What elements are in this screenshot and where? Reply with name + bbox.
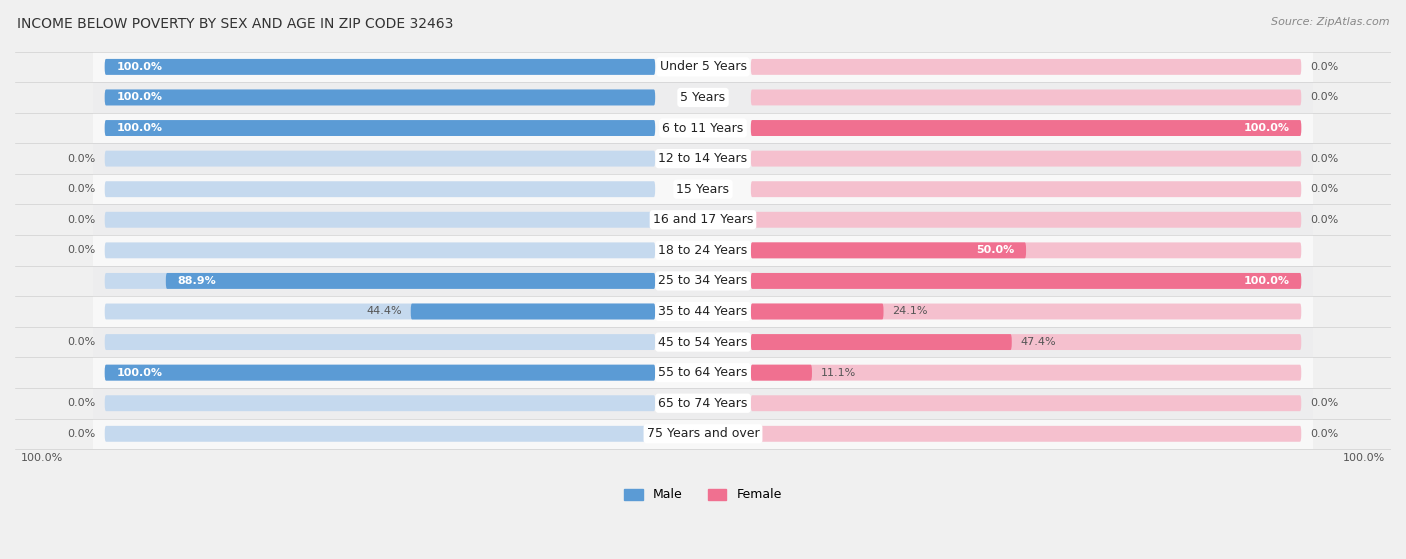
FancyBboxPatch shape: [93, 327, 1313, 357]
Text: 0.0%: 0.0%: [67, 154, 96, 164]
Text: Source: ZipAtlas.com: Source: ZipAtlas.com: [1271, 17, 1389, 27]
FancyBboxPatch shape: [104, 181, 655, 197]
FancyBboxPatch shape: [751, 120, 1302, 136]
Text: 11.1%: 11.1%: [821, 368, 856, 378]
FancyBboxPatch shape: [93, 388, 1313, 419]
Text: 0.0%: 0.0%: [1310, 92, 1339, 102]
Text: 47.4%: 47.4%: [1021, 337, 1056, 347]
FancyBboxPatch shape: [93, 266, 1313, 296]
Text: 24.1%: 24.1%: [893, 306, 928, 316]
FancyBboxPatch shape: [104, 304, 655, 319]
Text: 0.0%: 0.0%: [67, 245, 96, 255]
FancyBboxPatch shape: [93, 174, 1313, 205]
Text: 100.0%: 100.0%: [1243, 123, 1289, 133]
FancyBboxPatch shape: [104, 89, 655, 106]
Text: 45 to 54 Years: 45 to 54 Years: [658, 335, 748, 349]
FancyBboxPatch shape: [751, 120, 1302, 136]
FancyBboxPatch shape: [751, 304, 883, 319]
Text: 0.0%: 0.0%: [1310, 215, 1339, 225]
Text: 100.0%: 100.0%: [1243, 276, 1289, 286]
Text: 100.0%: 100.0%: [21, 453, 63, 463]
FancyBboxPatch shape: [93, 51, 1313, 82]
Text: 0.0%: 0.0%: [1310, 184, 1339, 194]
FancyBboxPatch shape: [104, 151, 655, 167]
FancyBboxPatch shape: [104, 120, 655, 136]
Text: 0.0%: 0.0%: [1310, 62, 1339, 72]
Text: 55 to 64 Years: 55 to 64 Years: [658, 366, 748, 379]
FancyBboxPatch shape: [93, 357, 1313, 388]
Text: 35 to 44 Years: 35 to 44 Years: [658, 305, 748, 318]
FancyBboxPatch shape: [93, 143, 1313, 174]
FancyBboxPatch shape: [751, 395, 1302, 411]
FancyBboxPatch shape: [751, 364, 1302, 381]
FancyBboxPatch shape: [104, 395, 655, 411]
Text: 50.0%: 50.0%: [976, 245, 1014, 255]
FancyBboxPatch shape: [751, 273, 1302, 289]
Text: 0.0%: 0.0%: [1310, 154, 1339, 164]
Text: 0.0%: 0.0%: [67, 337, 96, 347]
FancyBboxPatch shape: [93, 113, 1313, 143]
FancyBboxPatch shape: [751, 181, 1302, 197]
FancyBboxPatch shape: [751, 334, 1012, 350]
Text: 100.0%: 100.0%: [117, 92, 163, 102]
FancyBboxPatch shape: [751, 89, 1302, 106]
FancyBboxPatch shape: [751, 426, 1302, 442]
Text: 100.0%: 100.0%: [117, 123, 163, 133]
FancyBboxPatch shape: [93, 235, 1313, 266]
FancyBboxPatch shape: [751, 364, 811, 381]
Text: 12 to 14 Years: 12 to 14 Years: [658, 152, 748, 165]
FancyBboxPatch shape: [751, 334, 1302, 350]
FancyBboxPatch shape: [751, 151, 1302, 167]
FancyBboxPatch shape: [104, 120, 655, 136]
FancyBboxPatch shape: [104, 59, 655, 75]
Text: 5 Years: 5 Years: [681, 91, 725, 104]
FancyBboxPatch shape: [104, 243, 655, 258]
Text: 0.0%: 0.0%: [67, 398, 96, 408]
FancyBboxPatch shape: [104, 212, 655, 228]
Text: 100.0%: 100.0%: [117, 368, 163, 378]
Text: 0.0%: 0.0%: [67, 429, 96, 439]
FancyBboxPatch shape: [104, 273, 655, 289]
FancyBboxPatch shape: [104, 364, 655, 381]
FancyBboxPatch shape: [411, 304, 655, 319]
Text: 0.0%: 0.0%: [67, 215, 96, 225]
FancyBboxPatch shape: [751, 212, 1302, 228]
Text: 0.0%: 0.0%: [67, 184, 96, 194]
FancyBboxPatch shape: [104, 59, 655, 75]
Text: 88.9%: 88.9%: [177, 276, 217, 286]
Text: 44.4%: 44.4%: [366, 306, 402, 316]
FancyBboxPatch shape: [104, 426, 655, 442]
FancyBboxPatch shape: [104, 89, 655, 106]
FancyBboxPatch shape: [166, 273, 655, 289]
FancyBboxPatch shape: [93, 82, 1313, 113]
Text: 6 to 11 Years: 6 to 11 Years: [662, 121, 744, 135]
FancyBboxPatch shape: [93, 419, 1313, 449]
Text: 15 Years: 15 Years: [676, 183, 730, 196]
Text: 0.0%: 0.0%: [1310, 429, 1339, 439]
Text: 100.0%: 100.0%: [1343, 453, 1385, 463]
FancyBboxPatch shape: [751, 59, 1302, 75]
Text: 16 and 17 Years: 16 and 17 Years: [652, 214, 754, 226]
FancyBboxPatch shape: [751, 304, 1302, 319]
Text: Under 5 Years: Under 5 Years: [659, 60, 747, 73]
FancyBboxPatch shape: [751, 243, 1026, 258]
Text: 18 to 24 Years: 18 to 24 Years: [658, 244, 748, 257]
FancyBboxPatch shape: [93, 296, 1313, 327]
Text: 0.0%: 0.0%: [1310, 398, 1339, 408]
FancyBboxPatch shape: [751, 273, 1302, 289]
Text: 25 to 34 Years: 25 to 34 Years: [658, 274, 748, 287]
Text: INCOME BELOW POVERTY BY SEX AND AGE IN ZIP CODE 32463: INCOME BELOW POVERTY BY SEX AND AGE IN Z…: [17, 17, 453, 31]
FancyBboxPatch shape: [751, 243, 1302, 258]
Text: 65 to 74 Years: 65 to 74 Years: [658, 397, 748, 410]
FancyBboxPatch shape: [104, 364, 655, 381]
Text: 75 Years and over: 75 Years and over: [647, 427, 759, 440]
FancyBboxPatch shape: [93, 205, 1313, 235]
Text: 100.0%: 100.0%: [117, 62, 163, 72]
Legend: Male, Female: Male, Female: [619, 484, 787, 506]
FancyBboxPatch shape: [104, 334, 655, 350]
